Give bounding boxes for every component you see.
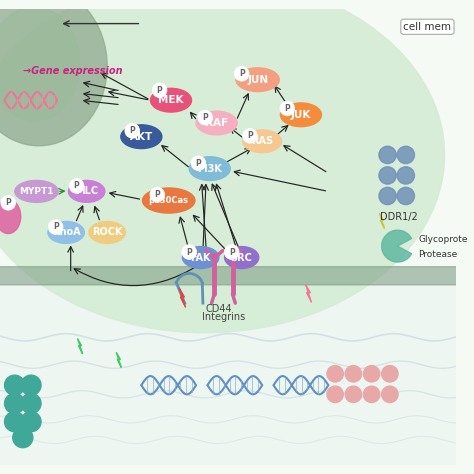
Polygon shape — [379, 213, 384, 228]
Circle shape — [125, 123, 139, 138]
Ellipse shape — [379, 167, 396, 184]
Text: P: P — [247, 131, 253, 140]
Ellipse shape — [397, 187, 414, 205]
Text: P: P — [157, 86, 163, 95]
Text: Integrins: Integrins — [202, 312, 245, 322]
Circle shape — [198, 110, 212, 125]
Polygon shape — [78, 339, 82, 354]
Text: MYPT1: MYPT1 — [19, 187, 54, 196]
Circle shape — [5, 393, 25, 413]
Circle shape — [382, 386, 398, 402]
Text: P: P — [195, 159, 201, 168]
Text: P: P — [53, 222, 58, 231]
Circle shape — [224, 245, 239, 259]
Text: MLC: MLC — [75, 186, 98, 196]
Text: Protease: Protease — [418, 250, 457, 259]
Polygon shape — [306, 284, 311, 302]
Text: JUK: JUK — [291, 110, 311, 120]
Ellipse shape — [379, 146, 396, 164]
Ellipse shape — [397, 167, 414, 184]
Circle shape — [327, 386, 343, 402]
Text: MEK: MEK — [158, 95, 184, 105]
Text: p130Cas: p130Cas — [149, 196, 189, 205]
Circle shape — [5, 375, 25, 395]
Ellipse shape — [0, 0, 107, 146]
Text: cell mem: cell mem — [403, 22, 451, 32]
Text: P: P — [202, 113, 208, 122]
Text: DDR1/2: DDR1/2 — [380, 212, 418, 222]
Polygon shape — [116, 352, 121, 367]
Ellipse shape — [225, 246, 259, 268]
FancyBboxPatch shape — [0, 267, 474, 285]
Circle shape — [345, 365, 362, 382]
Circle shape — [1, 195, 16, 210]
Circle shape — [21, 375, 41, 395]
Ellipse shape — [68, 181, 105, 202]
Circle shape — [382, 365, 398, 382]
Ellipse shape — [143, 188, 195, 213]
Ellipse shape — [89, 221, 126, 243]
Circle shape — [152, 83, 167, 98]
Circle shape — [234, 66, 249, 81]
Circle shape — [21, 393, 41, 413]
Text: →Gene expression: →Gene expression — [23, 65, 122, 75]
Text: SRC: SRC — [231, 253, 253, 263]
Text: P: P — [284, 104, 290, 113]
Circle shape — [5, 411, 25, 432]
Circle shape — [21, 411, 41, 432]
Ellipse shape — [0, 200, 21, 234]
Circle shape — [345, 386, 362, 402]
Circle shape — [243, 128, 257, 143]
Circle shape — [48, 219, 63, 234]
Text: RAS: RAS — [251, 136, 273, 146]
Text: P: P — [239, 69, 245, 78]
Text: P: P — [5, 198, 11, 207]
Circle shape — [280, 101, 294, 116]
Circle shape — [327, 365, 343, 382]
Ellipse shape — [196, 111, 237, 135]
Text: CD44: CD44 — [205, 304, 232, 314]
Text: P: P — [129, 126, 135, 135]
Circle shape — [150, 187, 164, 202]
Polygon shape — [382, 230, 411, 262]
Ellipse shape — [236, 68, 279, 91]
Ellipse shape — [121, 125, 162, 148]
Text: RhoA: RhoA — [52, 228, 81, 237]
Ellipse shape — [0, 0, 445, 333]
Circle shape — [13, 428, 33, 447]
Ellipse shape — [379, 187, 396, 205]
Text: Glycoprote: Glycoprote — [418, 235, 468, 244]
Ellipse shape — [0, 7, 80, 121]
Circle shape — [364, 365, 380, 382]
Text: FAK: FAK — [191, 253, 211, 263]
Circle shape — [69, 179, 84, 193]
Ellipse shape — [182, 246, 219, 268]
Text: RAF: RAF — [205, 118, 228, 128]
Text: P: P — [155, 190, 160, 199]
Ellipse shape — [48, 221, 84, 243]
Circle shape — [182, 245, 197, 259]
Ellipse shape — [15, 181, 58, 202]
Text: P: P — [186, 247, 192, 256]
Ellipse shape — [150, 88, 191, 112]
Ellipse shape — [281, 103, 321, 127]
Text: ROCK: ROCK — [92, 228, 122, 237]
Circle shape — [191, 156, 206, 171]
Ellipse shape — [397, 146, 414, 164]
Ellipse shape — [243, 130, 282, 153]
Text: P: P — [229, 247, 235, 256]
Circle shape — [364, 386, 380, 402]
Bar — [0, 267, 456, 465]
Text: AKT: AKT — [130, 132, 153, 142]
Text: JUN: JUN — [247, 75, 268, 85]
Text: P: P — [74, 182, 80, 191]
Polygon shape — [179, 288, 186, 307]
Ellipse shape — [189, 157, 230, 181]
Text: PI3K: PI3K — [197, 164, 222, 173]
